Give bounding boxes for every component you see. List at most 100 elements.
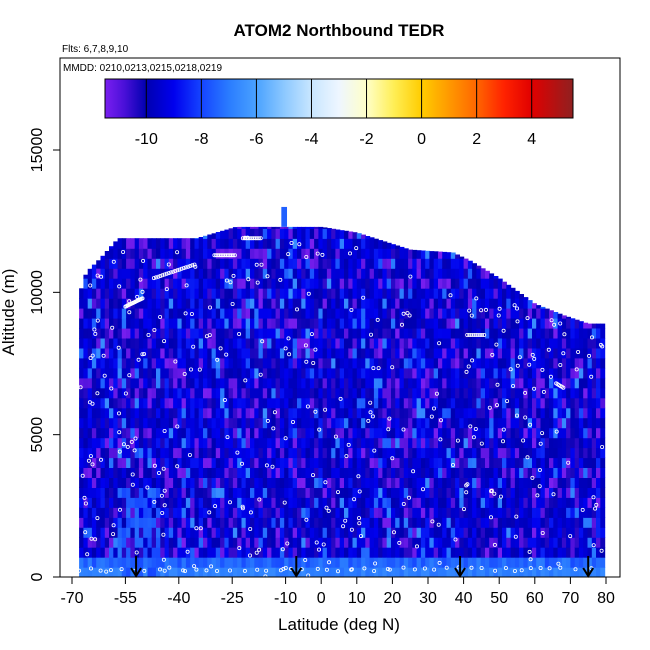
heatmap-cell xyxy=(519,457,524,468)
heatmap-cell xyxy=(104,251,110,259)
heatmap-cell xyxy=(309,557,315,568)
heatmap-cell xyxy=(241,238,247,249)
data-point xyxy=(492,542,497,547)
heatmap-cell xyxy=(425,327,431,339)
heatmap-cell xyxy=(109,246,114,249)
data-point xyxy=(390,365,395,370)
heatmap-cell xyxy=(305,397,311,409)
heatmap-cell xyxy=(378,298,384,309)
data-point xyxy=(437,341,442,346)
heatmap-cell xyxy=(391,407,396,419)
heatmap-cell xyxy=(262,517,268,528)
heatmap-cell xyxy=(297,288,302,299)
heatmap-cell xyxy=(438,251,443,259)
heatmap-cell xyxy=(369,248,375,259)
data-point xyxy=(594,502,599,507)
heatmap-cell xyxy=(348,308,354,319)
heatmap-cell xyxy=(279,507,285,518)
colorbar-border xyxy=(104,78,574,119)
heatmap-cell xyxy=(130,268,136,279)
heatmap-cell xyxy=(322,337,328,349)
heatmap-cell xyxy=(344,547,349,558)
heatmap-cell xyxy=(566,457,571,468)
data-point xyxy=(387,416,392,421)
heatmap-cell xyxy=(185,357,191,369)
heatmap-cell xyxy=(510,567,516,577)
heatmap-cell xyxy=(510,557,516,568)
heatmap-cell xyxy=(134,507,140,518)
heatmap-cell xyxy=(497,407,503,419)
data-point xyxy=(230,301,235,306)
heatmap-cell xyxy=(540,308,546,319)
heatmap-cell xyxy=(198,327,204,339)
heatmap-cell xyxy=(262,437,268,449)
heatmap-cell xyxy=(587,397,593,409)
heatmap-cell xyxy=(378,258,384,269)
heatmap-cell xyxy=(536,387,542,399)
heatmap-cell xyxy=(472,308,477,319)
heatmap-cell xyxy=(373,288,379,299)
heatmap-cell xyxy=(348,367,354,379)
heatmap-cell xyxy=(549,457,554,468)
heatmap-cell xyxy=(574,487,580,498)
heatmap-cell xyxy=(228,258,234,269)
heatmap-cell xyxy=(459,377,465,389)
heatmap-cell xyxy=(344,268,349,279)
heatmap-cell xyxy=(203,537,208,548)
heatmap-cell xyxy=(318,357,324,369)
heatmap-cell xyxy=(301,268,307,279)
heatmap-cell xyxy=(121,268,127,279)
heatmap-cell xyxy=(395,447,401,459)
heatmap-cell xyxy=(391,308,396,319)
heatmap-cell xyxy=(250,258,255,269)
heatmap-cell xyxy=(373,367,379,379)
heatmap-cell xyxy=(386,387,392,399)
heatmap-cell xyxy=(241,447,247,459)
heatmap-cell xyxy=(373,258,379,269)
heatmap-cell xyxy=(245,327,251,339)
heatmap-cell xyxy=(365,387,371,399)
heatmap-cell xyxy=(467,477,473,488)
data-point xyxy=(512,569,517,574)
data-point xyxy=(498,494,503,499)
heatmap-cell xyxy=(262,327,268,339)
heatmap-cell xyxy=(83,308,89,319)
heatmap-cell xyxy=(348,248,354,259)
heatmap-cell xyxy=(211,517,217,528)
heatmap-cell xyxy=(544,337,550,349)
heatmap-cell xyxy=(173,467,178,478)
data-point xyxy=(528,557,533,562)
heatmap-cell xyxy=(433,357,439,369)
heatmap-cell xyxy=(450,397,456,409)
heatmap-cell xyxy=(493,557,499,568)
heatmap-cell xyxy=(126,397,131,409)
heatmap-cell xyxy=(591,397,597,409)
heatmap-cell xyxy=(245,407,251,419)
heatmap-cell xyxy=(373,327,379,339)
heatmap-cell xyxy=(232,227,238,229)
heatmap-cell xyxy=(279,407,285,419)
heatmap-cell xyxy=(438,427,443,439)
heatmap-cell xyxy=(185,347,191,359)
heatmap-cell xyxy=(121,357,127,369)
heatmap-cell xyxy=(83,337,89,349)
heatmap-cell xyxy=(215,367,221,379)
heatmap-cell xyxy=(147,278,153,289)
data-point xyxy=(532,386,537,391)
data-point xyxy=(194,567,199,572)
heatmap-cell xyxy=(96,457,102,468)
heatmap-cell xyxy=(391,547,396,558)
heatmap-cell xyxy=(459,308,465,319)
heatmap-cell xyxy=(506,547,512,558)
heatmap-cell xyxy=(164,318,170,329)
data-point xyxy=(521,438,526,443)
heatmap-cell xyxy=(514,457,520,468)
heatmap-cell xyxy=(177,327,183,339)
heatmap-cell xyxy=(305,318,311,329)
data-point xyxy=(338,396,343,401)
heatmap-cell xyxy=(578,357,584,369)
heatmap-cell xyxy=(203,278,208,289)
heatmap-cell xyxy=(181,258,187,269)
heatmap-cell xyxy=(438,467,443,478)
heatmap-cell xyxy=(506,567,512,577)
